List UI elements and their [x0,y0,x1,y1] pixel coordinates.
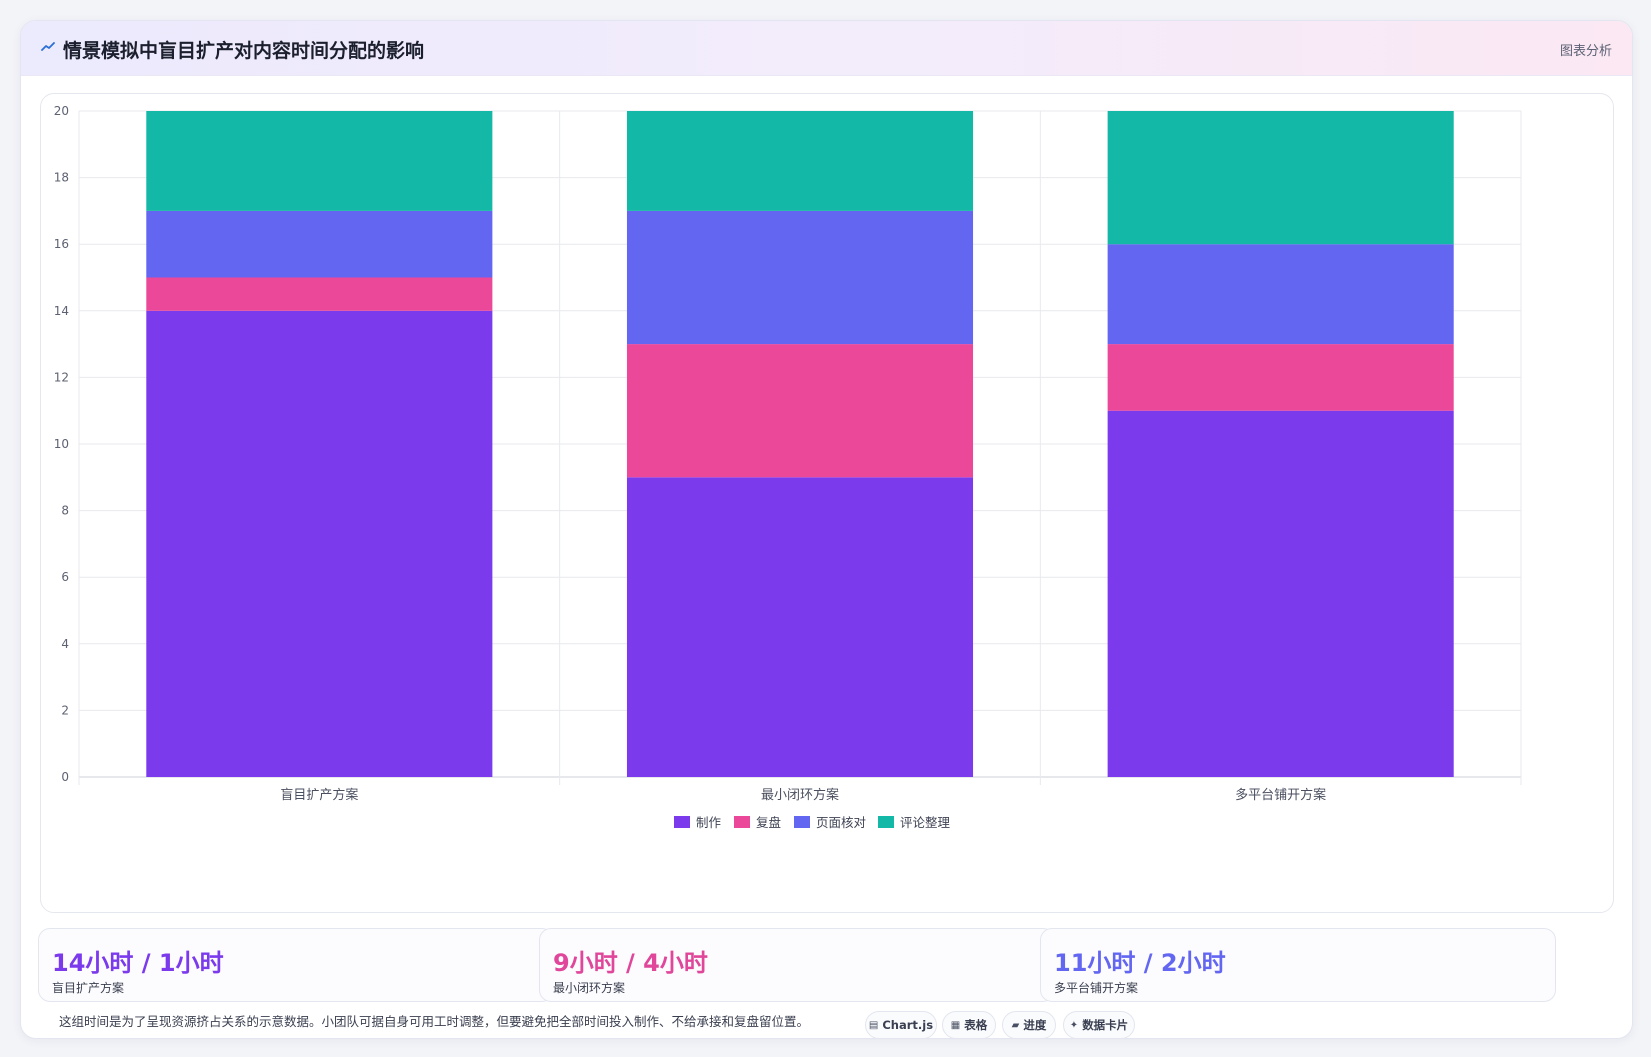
x-tick-label: 最小闭环方案 [761,787,839,803]
stat-label: 盲目扩产方案 [52,981,125,995]
chart-panel: 0 2 4 6 8 10 12 14 16 18 20 盲目扩产方案 最小闭环方案 多平台铺开方案制作 复盘… [40,93,1614,913]
chip-label: 进度 [1023,1018,1047,1032]
chip-data-card[interactable]: ✦ 数据卡片 [1063,1011,1135,1038]
y-tick-label: 10 [54,437,69,451]
legend-label: 页面核对 [816,815,866,830]
page-title: 情景模拟中盲目扩产对内容时间分配的影响 [63,40,425,62]
x-tick-label: 盲目扩产方案 [280,787,358,803]
bar-页面核对 [146,210,493,278]
chart-analysis-tag: 图表分析 [1559,44,1612,59]
y-tick-label: 0 [61,770,69,784]
chip-chartjs[interactable]: ▤ Chart.js [865,1011,937,1038]
y-tick-label: 18 [54,171,69,185]
stat-value: 9小时 / 4小时 [553,949,708,977]
chip-label: 表格 [964,1018,988,1032]
legend-swatch [734,816,750,828]
legend-swatch [794,816,810,828]
bar-评论整理 [146,111,493,211]
bar-页面核对 [1107,244,1454,345]
stat-card-multi-platform: 11小时 / 2小时 多平台铺开方案 [1040,928,1556,1002]
bar-复盘 [146,277,493,311]
card-header: 情景模拟中盲目扩产对内容时间分配的影响 图表分析 [21,21,1632,76]
legend-swatch [878,816,894,828]
y-tick-label: 12 [54,370,69,384]
bar-复盘 [626,344,974,478]
chip-table[interactable]: ▦ 表格 [942,1011,996,1038]
card-icon: ✦ [1069,1019,1079,1031]
x-tick-label: 多平台铺开方案 [1235,787,1326,803]
stat-value: 14小时 / 1小时 [52,949,224,977]
bar-复盘 [1107,344,1454,411]
chip-progress[interactable]: ▰ 进度 [1002,1011,1056,1038]
bar-制作 [146,310,493,777]
chart-icon: ▤ [868,1019,879,1031]
table-icon: ▦ [950,1019,961,1031]
chip-label: Chart.js [882,1018,934,1032]
stat-value: 11小时 / 2小时 [1054,949,1226,977]
progress-icon: ▰ [1011,1019,1020,1031]
chart-card: 情景模拟中盲目扩产对内容时间分配的影响 图表分析 0 2 4 6 8 10 12 14 16 18… [20,20,1633,1039]
legend-label: 制作 [696,815,722,830]
trend-icon [41,42,55,51]
y-tick-label: 8 [61,504,69,518]
legend-label: 评论整理 [900,815,951,830]
stat-card-minimal-loop: 9小时 / 4小时 最小闭环方案 [539,928,1055,1002]
chip-label: 数据卡片 [1082,1018,1129,1032]
bar-评论整理 [626,111,974,211]
footnote: 这组时间是为了呈现资源挤占关系的示意数据。小团队可据自身可用工时调整，但要避免把… [59,1014,810,1029]
y-tick-label: 2 [61,703,69,717]
stat-card-blind-expansion: 14小时 / 1小时 盲目扩产方案 [38,928,554,1002]
stat-label: 最小闭环方案 [553,981,626,995]
y-tick-label: 6 [61,570,69,584]
legend-swatch [674,816,690,828]
bar-制作 [626,477,974,777]
y-tick-label: 20 [54,104,69,118]
y-tick-label: 16 [54,237,69,251]
legend-label: 复盘 [756,815,781,830]
stat-label: 多平台铺开方案 [1054,981,1139,995]
y-tick-label: 4 [61,637,69,651]
y-tick-label: 14 [54,304,69,318]
bar-制作 [1107,410,1454,777]
bar-评论整理 [1107,111,1454,245]
bar-页面核对 [626,210,974,345]
